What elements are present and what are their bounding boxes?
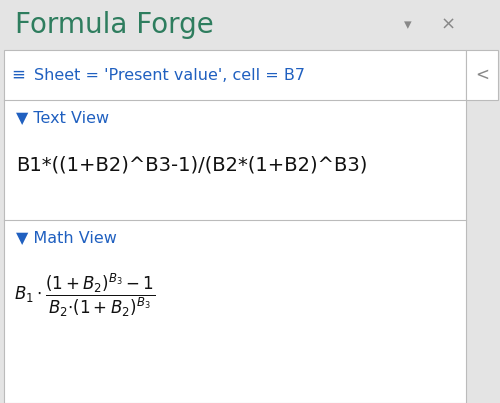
- Text: ▼ Math View: ▼ Math View: [16, 231, 117, 245]
- Text: B1*((1+B2)^B3-1)/(B2*(1+B2)^B3): B1*((1+B2)^B3-1)/(B2*(1+B2)^B3): [16, 156, 368, 174]
- Text: ×: ×: [440, 16, 456, 34]
- Text: <: <: [475, 66, 489, 84]
- Bar: [466, 50, 498, 100]
- Text: $B_1 \cdot \dfrac{(1+B_2)^{B_3}-1}{B_2{\cdot}(1+B_2)^{B_3}}$: $B_1 \cdot \dfrac{(1+B_2)^{B_3}-1}{B_2{\…: [14, 271, 156, 319]
- Bar: [0, 0, 500, 50]
- Text: ▼ Text View: ▼ Text View: [16, 110, 109, 125]
- Bar: [4, 50, 466, 403]
- Text: Formula Forge: Formula Forge: [15, 11, 214, 39]
- Text: ≡: ≡: [11, 66, 25, 84]
- Text: ▾: ▾: [404, 17, 412, 33]
- Text: Sheet = 'Present value', cell = B7: Sheet = 'Present value', cell = B7: [34, 67, 305, 83]
